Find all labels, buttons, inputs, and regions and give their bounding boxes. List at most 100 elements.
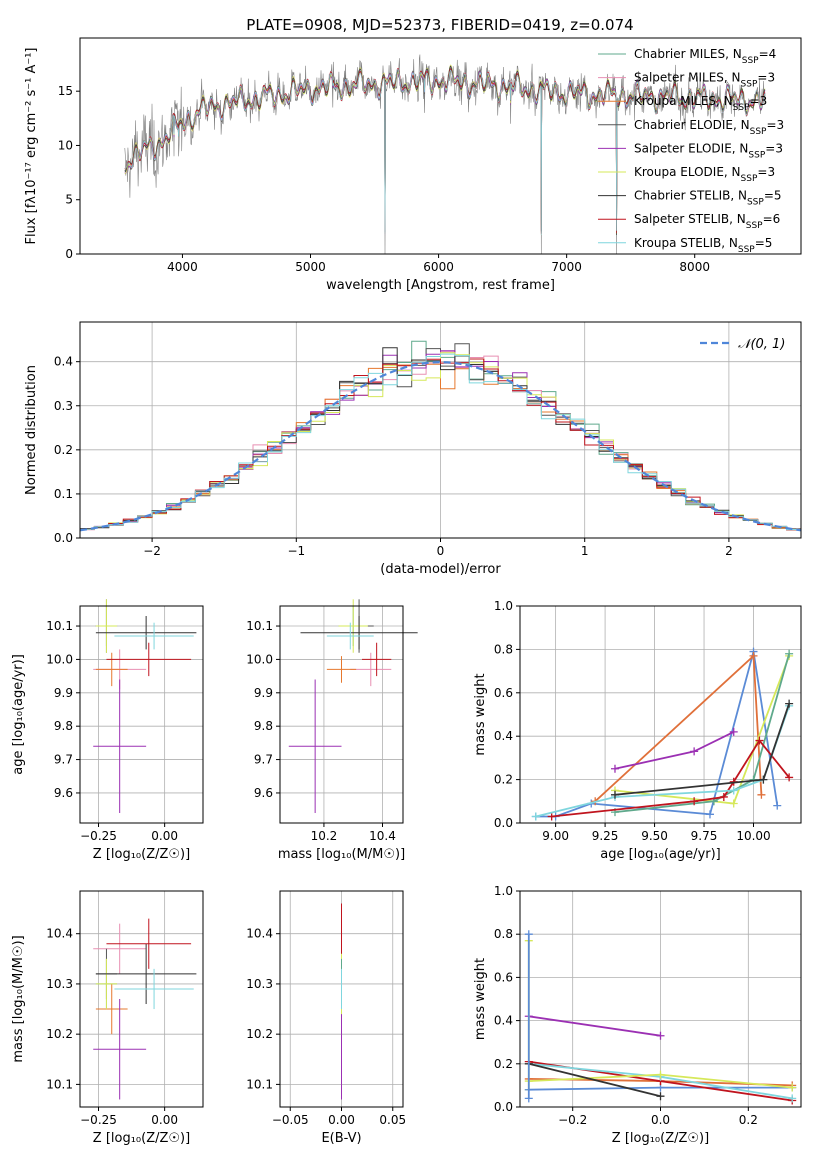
x-axis-label: wavelength [Angstrom, rest frame]	[326, 278, 555, 293]
data-point-marker	[690, 797, 699, 806]
data-point-marker	[785, 773, 794, 782]
y-axis-label: Flux [fλ10⁻¹⁷ erg cm⁻² s⁻¹ A⁻¹]	[24, 48, 39, 245]
data-point-marker	[610, 790, 619, 799]
data-point-marker	[610, 764, 619, 773]
x-tick-label: 6000	[423, 260, 454, 274]
axes-frame	[519, 890, 802, 1108]
x-tick-label: 10.2	[311, 829, 338, 843]
x-tick-label: 0.00	[328, 1113, 355, 1127]
y-tick-label: 9.6	[54, 786, 73, 800]
y-tick-label: 10.2	[246, 1027, 273, 1041]
age-vs-Z-panel: −0.25 0.00 9.6 9.7 9.8 9.9 10.0 10.1 Z [log₁₀(Z/…	[11, 599, 204, 862]
axes-frame	[79, 321, 802, 539]
axes-frame	[519, 605, 802, 824]
x-axis-label: Z [log₁₀(Z/Z☉)]	[93, 847, 190, 862]
x-tick-label: 9.50	[641, 829, 668, 843]
axes-frame	[79, 37, 802, 255]
age-vs-mass-panel: 10.2 10.4 9.6 9.7 9.8 9.9 10.0 10.1 mass [log₁₀(…	[246, 599, 418, 862]
y-tick-label: 0.8	[494, 927, 513, 941]
data-point-marker	[788, 1083, 797, 1092]
data-point-marker	[656, 1031, 665, 1040]
data-point-marker	[531, 812, 540, 821]
x-tick-label: 4000	[167, 260, 198, 274]
axes-frame	[279, 890, 404, 1108]
y-axis-label: mass [log₁₀(M/M☉)]	[11, 935, 26, 1062]
x-tick-label: −0.05	[272, 1113, 309, 1127]
x-tick-label: 0.05	[379, 1113, 406, 1127]
x-tick-label: 0	[437, 544, 445, 558]
x-tick-label: 9.75	[691, 829, 718, 843]
data-point-marker	[547, 812, 556, 821]
y-tick-label: 10.4	[46, 927, 73, 941]
x-tick-label: 0.00	[151, 1113, 178, 1127]
y-tick-label: 10.3	[246, 977, 273, 991]
legend-label: Kroupa MILES, NSSP=3	[634, 94, 767, 113]
x-tick-label: 7000	[551, 260, 582, 274]
y-tick-label: 9.7	[54, 753, 73, 767]
y-tick-label: 0.8	[494, 642, 513, 656]
y-tick-label: 1.0	[494, 884, 513, 898]
mass-weight-series	[614, 731, 735, 770]
y-tick-label: 9.8	[54, 719, 73, 733]
y-tick-label: 10	[58, 138, 73, 152]
y-axis-label: mass weight	[473, 958, 488, 1040]
x-tick-label: −0.25	[80, 829, 117, 843]
x-tick-label: −1	[287, 544, 305, 558]
y-tick-label: 0.4	[54, 355, 73, 369]
data-point-marker	[524, 930, 533, 939]
data-point-marker	[524, 1094, 533, 1103]
y-tick-label: 0.3	[54, 399, 73, 413]
data-point-marker	[729, 799, 738, 808]
legend-label: Chabrier MILES, NSSP=4	[634, 47, 776, 66]
normal-curve	[79, 360, 802, 532]
y-tick-label: 15	[58, 84, 73, 98]
data-point-marker	[759, 775, 768, 784]
x-axis-label: Z [log₁₀(Z/Z☉)]	[612, 1131, 709, 1146]
x-tick-label: 1	[581, 544, 589, 558]
legend-label: Chabrier ELODIE, NSSP=3	[634, 118, 784, 137]
mass-vs-Z-panel: −0.25 0.00 10.1 10.2 10.3 10.4 Z [log₁₀(Z/Z☉)]…	[11, 890, 204, 1146]
y-tick-label: 10.1	[46, 619, 73, 633]
y-axis-label: age [log₁₀(age/yr)]	[11, 654, 26, 775]
y-tick-label: 9.7	[254, 753, 273, 767]
figure-title: PLATE=0908, MJD=52373, FIBERID=0419, z=0…	[246, 16, 633, 34]
y-tick-label: 9.9	[54, 686, 73, 700]
data-point-marker	[788, 1094, 797, 1103]
data-point-marker	[656, 1092, 665, 1101]
legend-label: Kroupa ELODIE, NSSP=3	[634, 165, 775, 184]
x-tick-label: −0.2	[558, 1113, 587, 1127]
y-axis-label: mass weight	[473, 673, 488, 755]
x-axis-label: Z [log₁₀(Z/Z☉)]	[93, 1131, 190, 1146]
legend-label: Salpeter ELODIE, NSSP=3	[634, 141, 783, 160]
y-axis-label: Normed distribution	[24, 365, 39, 495]
mass-vs-EBV-panel: −0.05 0.00 0.05 10.1 10.2 10.3 10.4 E(B-V)	[246, 890, 406, 1146]
y-tick-label: 10.1	[246, 1077, 273, 1091]
legend-label: Salpeter STELIB, NSSP=6	[634, 212, 780, 231]
x-tick-label: 0.0	[651, 1113, 670, 1127]
data-point-marker	[729, 727, 738, 736]
x-tick-label: 9.25	[592, 829, 619, 843]
y-tick-label: 0.6	[494, 970, 513, 984]
y-tick-label: 0.6	[494, 686, 513, 700]
data-point-marker	[749, 651, 758, 660]
y-tick-label: 0.4	[494, 1014, 513, 1028]
data-point-marker	[719, 792, 728, 801]
mass-weight-series	[551, 738, 790, 818]
histogram-kroupa-stelib	[80, 353, 801, 532]
y-tick-label: 10.3	[46, 977, 73, 991]
y-tick-label: 10.1	[46, 1077, 73, 1091]
x-axis-label: (data-model)/error	[380, 562, 501, 577]
mass-weight-series	[535, 651, 779, 818]
axes-frame	[279, 605, 404, 824]
y-tick-label: 0.0	[494, 816, 513, 830]
y-tick-label: 1.0	[494, 599, 513, 613]
axes-frame	[79, 605, 204, 824]
x-tick-label: 9.00	[542, 829, 569, 843]
x-tick-label: 0.2	[739, 1113, 758, 1127]
x-tick-label: 10.00	[736, 829, 770, 843]
y-tick-label: 0.2	[54, 443, 73, 457]
legend-label: Chabrier STELIB, NSSP=5	[634, 189, 782, 208]
mass-weight-series	[614, 653, 790, 813]
legend-label: Kroupa STELIB, NSSP=5	[634, 236, 772, 255]
